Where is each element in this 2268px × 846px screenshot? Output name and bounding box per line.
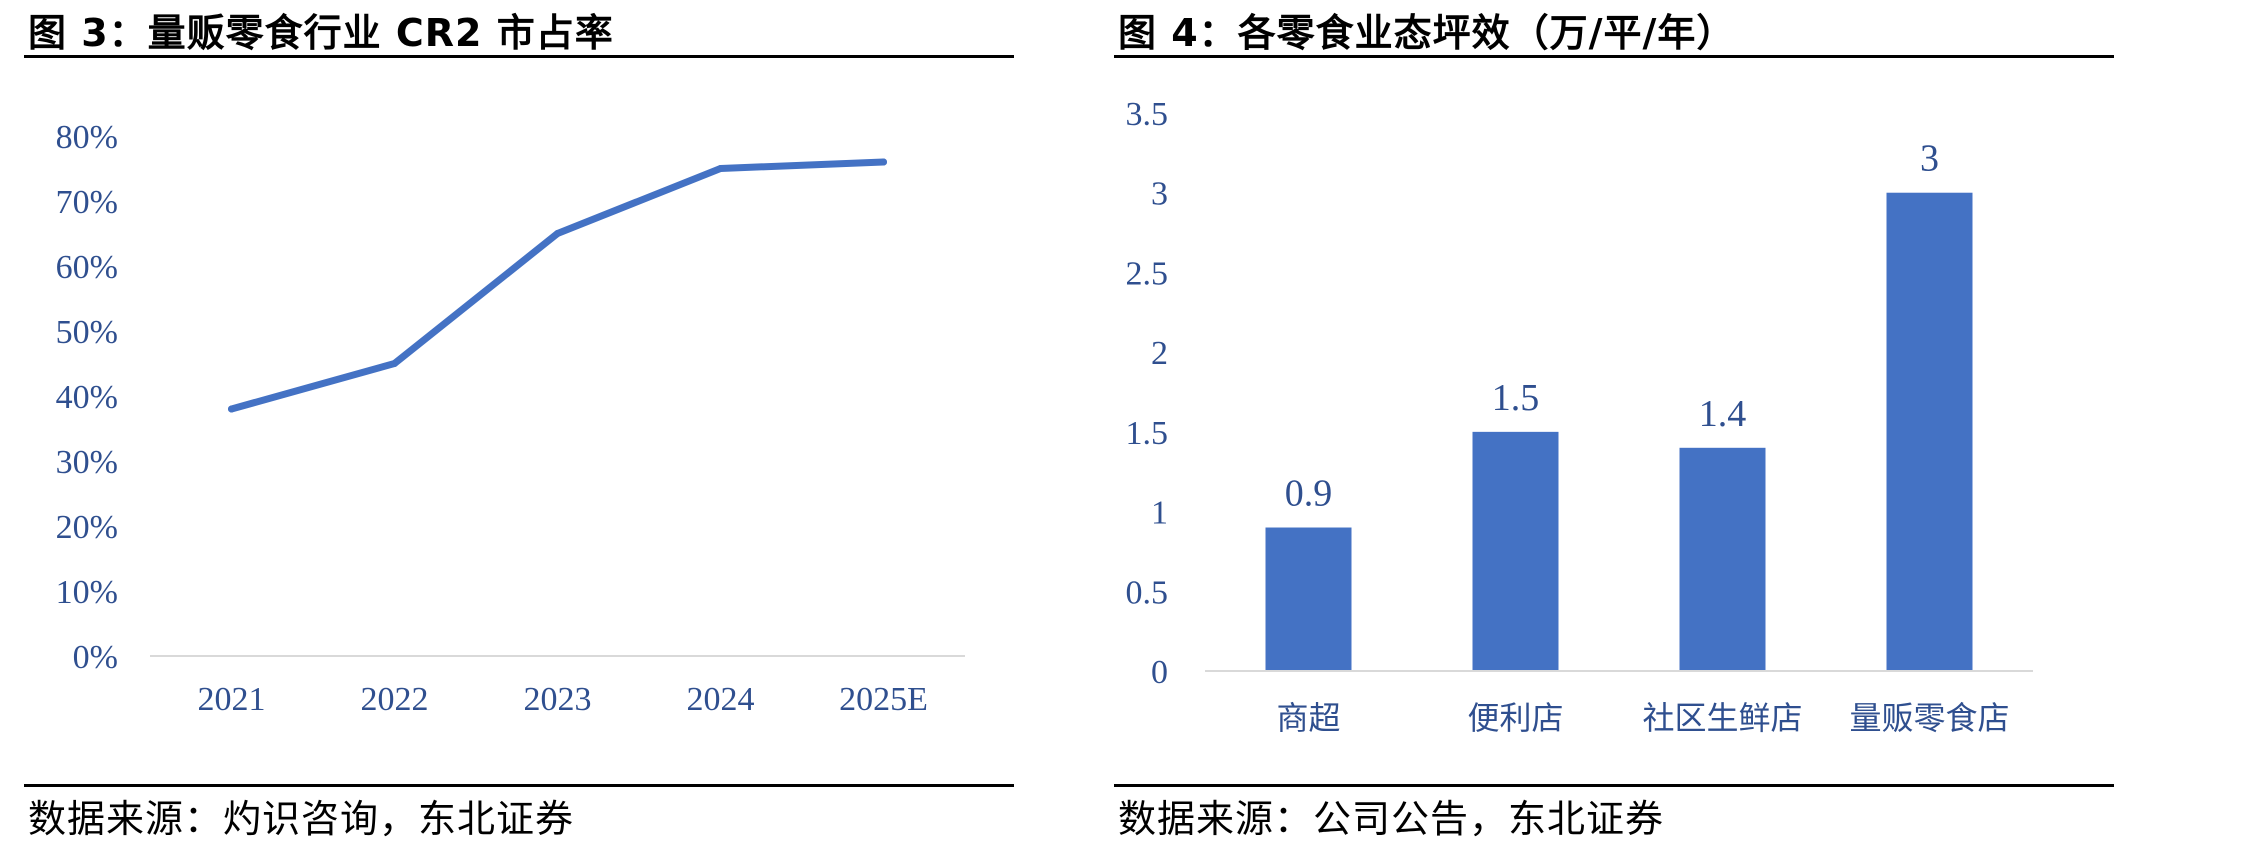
data-point bbox=[228, 405, 235, 413]
y-tick-label: 2 bbox=[1151, 335, 1168, 372]
data-point bbox=[554, 230, 561, 237]
y-tick-label: 1.5 bbox=[1126, 415, 1169, 452]
series-line bbox=[228, 158, 887, 413]
x-tick-label: 量贩零食店 bbox=[1849, 699, 2009, 737]
chart-source: 数据来源：公司公告，东北证券 bbox=[1118, 797, 1665, 841]
y-tick-label: 20% bbox=[56, 509, 118, 546]
bar bbox=[1265, 527, 1352, 671]
x-tick-label: 2023 bbox=[524, 681, 592, 718]
x-tick-label: 社区生鲜店 bbox=[1642, 699, 1802, 737]
chart-panel-efficiency: 图 4：各零食业态坪效（万/平/年） 0 0.5 1 1.5 2 2.5 3 3.5 0.9 商超… bbox=[1090, 0, 2150, 846]
title-rule bbox=[24, 55, 1014, 58]
y-tick-label: 0.5 bbox=[1126, 574, 1169, 611]
chart-title: 图 3：量贩零食行业 CR2 市占率 bbox=[28, 11, 614, 55]
bar bbox=[1472, 431, 1559, 671]
chart-panel-cr2: 图 3：量贩零食行业 CR2 市占率 0% 10% 20% 30% 40% 50% 60% 7… bbox=[0, 0, 1040, 846]
y-tick-label: 60% bbox=[56, 249, 118, 286]
y-tick-label: 40% bbox=[56, 379, 118, 416]
title-rule bbox=[1114, 55, 2114, 58]
x-tick-label: 2024 bbox=[687, 681, 755, 718]
bar-chart: 0 0.5 1 1.5 2 2.5 3 3.5 0.9 商超 1.5 便利店 1.4 社区生鲜店 3 量贩零食… bbox=[1126, 96, 2033, 737]
bar bbox=[1679, 447, 1766, 671]
bar bbox=[1886, 192, 1973, 671]
data-label: 1.4 bbox=[1699, 393, 1747, 435]
data-point bbox=[880, 158, 887, 166]
y-tick-label: 30% bbox=[56, 444, 118, 481]
x-tick-label: 便利店 bbox=[1467, 699, 1563, 737]
y-tick-label: 3 bbox=[1151, 176, 1168, 213]
source-rule bbox=[1114, 784, 2114, 787]
y-tick-label: 0 bbox=[1151, 654, 1168, 691]
data-point bbox=[717, 165, 724, 172]
data-label: 0.9 bbox=[1285, 473, 1333, 515]
chart-source: 数据来源：灼识咨询，东北证券 bbox=[28, 797, 575, 841]
chart-title: 图 4：各零食业态坪效（万/平/年） bbox=[1118, 11, 1736, 55]
x-tick-label: 2025E bbox=[839, 681, 928, 718]
data-point bbox=[391, 360, 398, 367]
x-tick-label: 商超 bbox=[1276, 699, 1340, 737]
y-tick-label: 10% bbox=[56, 574, 118, 611]
data-label: 3 bbox=[1920, 138, 1939, 180]
y-tick-label: 3.5 bbox=[1126, 96, 1169, 133]
data-label: 1.5 bbox=[1492, 377, 1540, 419]
y-tick-label: 0% bbox=[73, 639, 118, 676]
y-tick-label: 2.5 bbox=[1126, 255, 1169, 292]
y-tick-label: 50% bbox=[56, 314, 118, 351]
x-tick-label: 2021 bbox=[198, 681, 266, 718]
x-tick-label: 2022 bbox=[361, 681, 429, 718]
source-rule bbox=[24, 784, 1014, 787]
y-tick-label: 70% bbox=[56, 184, 118, 221]
line-chart: 0% 10% 20% 30% 40% 50% 60% 70% 80% 2021 2022 2023 20… bbox=[56, 119, 965, 718]
y-tick-label: 80% bbox=[56, 119, 118, 156]
y-tick-label: 1 bbox=[1151, 495, 1168, 532]
